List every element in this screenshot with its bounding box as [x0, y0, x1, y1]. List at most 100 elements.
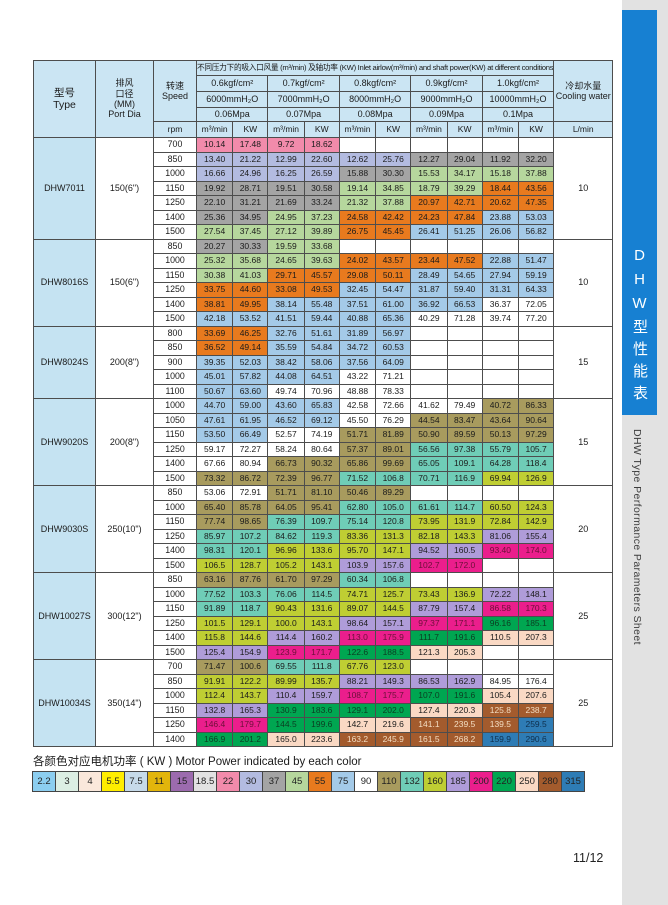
flow-value-cell: 13.40	[195, 151, 234, 167]
flow-value-cell: 50.13	[481, 427, 519, 443]
kw-value-cell: 49.53	[303, 282, 340, 298]
speed-cell: 1000	[153, 253, 197, 269]
flow-value-cell: 53.50	[195, 427, 234, 443]
flow-value-cell: 12.27	[410, 151, 448, 167]
flow-value-cell: 32.76	[267, 325, 305, 341]
flow-value-cell	[410, 383, 448, 399]
table-row: DHW10027S 300(12") 850 63.16 87.76 61.70 97.29…	[33, 572, 614, 660]
speed-cell: 1500	[153, 470, 197, 486]
kw-value-cell	[446, 485, 483, 501]
kw-value-cell: 131.6	[303, 601, 340, 617]
kw-value-cell: 51.61	[303, 325, 340, 341]
model-cell: DHW8024S	[33, 325, 96, 399]
speed-cell: 850	[153, 673, 197, 689]
legend-chip: 4	[78, 771, 102, 792]
port-cell: 350(14")	[95, 659, 154, 747]
flow-value-cell: 110.5	[481, 630, 519, 646]
kw-value-cell: 160.5	[446, 543, 483, 559]
kw-value-cell	[446, 137, 483, 153]
table-row: 1250 22.10 31.21 21.69 33.24 21.32 37.88 20.97 4…	[34, 195, 613, 211]
table-row: 1250 33.75 44.60 33.08 49.53 32.45 54.47 31.87 5…	[34, 282, 613, 298]
flow-value-cell: 73.32	[195, 470, 234, 486]
speed-cell: 1100	[153, 383, 197, 399]
kw-value-cell: 33.24	[303, 195, 340, 211]
kw-value-cell: 50.11	[375, 267, 412, 283]
speed-cell: 1150	[153, 427, 197, 443]
flow-value-cell: 20.97	[410, 195, 448, 211]
kw-value-cell: 49.95	[232, 296, 269, 312]
speed-cell: 1150	[153, 702, 197, 718]
flow-value-cell: 21.69	[267, 195, 305, 211]
flow-value-cell: 69.94	[481, 470, 519, 486]
kw-value-cell: 44.60	[232, 282, 269, 298]
flow-value-cell: 91.89	[195, 601, 234, 617]
kw-value-cell	[517, 659, 555, 675]
legend-chip: 55	[308, 771, 332, 792]
kw-value-cell: 118.4	[517, 456, 555, 472]
kw-value-cell: 80.94	[232, 456, 269, 472]
section-tab[interactable]: DHW型性能表	[622, 10, 657, 415]
kw-value-cell: 119.3	[303, 528, 340, 544]
flow-value-cell: 44.54	[410, 412, 448, 428]
speed-cell: 1250	[153, 528, 197, 544]
flow-value-cell: 65.40	[195, 499, 234, 515]
header-port-dia: 排风 口径 (MM) Port Dia	[95, 60, 154, 138]
legend-chip: 315	[561, 771, 585, 792]
flow-value-cell	[481, 644, 519, 660]
flow-value-cell: 50.67	[195, 383, 234, 399]
flow-value-cell	[410, 659, 448, 675]
flow-value-cell: 105.2	[267, 557, 305, 573]
kw-value-cell: 87.76	[232, 572, 269, 588]
flow-value-cell: 67.66	[195, 456, 234, 472]
flow-value-cell	[481, 383, 519, 399]
speed-cell: 1400	[153, 209, 197, 225]
flow-value-cell: 25.32	[195, 253, 234, 269]
kw-value-cell: 97.29	[517, 427, 555, 443]
flow-value-cell: 19.51	[267, 180, 305, 196]
kw-value-cell: 59.40	[446, 282, 483, 298]
flow-value-cell: 103.9	[338, 557, 377, 573]
flow-value-cell	[481, 369, 519, 385]
kw-value-cell: 103.3	[232, 586, 269, 602]
legend-chip: 132	[400, 771, 424, 792]
flow-value-cell: 16.25	[267, 166, 305, 182]
flow-value-cell: 89.99	[267, 673, 305, 689]
model-cell: DHW8016S	[33, 238, 96, 327]
header-pressure-mm: 8000mmH₂O	[338, 91, 412, 108]
kw-value-cell: 290.6	[517, 731, 555, 747]
flow-value-cell: 48.88	[338, 383, 377, 399]
flow-value-cell: 146.4	[195, 717, 234, 733]
table-row: 1500 73.32 86.72 72.39 96.77 71.52 106.8 70.71 1…	[34, 470, 613, 486]
kw-value-cell: 106.8	[375, 470, 412, 486]
kw-value-cell: 47.52	[446, 253, 483, 269]
flow-value-cell: 111.7	[410, 630, 448, 646]
flow-value-cell: 29.08	[338, 267, 377, 283]
legend-chip: 15	[170, 771, 194, 792]
legend-chip: 75	[331, 771, 355, 792]
flow-value-cell: 42.18	[195, 311, 234, 327]
kw-value-cell: 49.14	[232, 340, 269, 356]
flow-value-cell: 40.72	[481, 398, 519, 414]
flow-value-cell: 38.42	[267, 354, 305, 370]
flow-value-cell: 23.44	[410, 253, 448, 269]
kw-value-cell: 29.04	[446, 151, 483, 167]
flow-value-cell: 60.34	[338, 572, 377, 588]
kw-value-cell: 165.3	[232, 702, 269, 718]
kw-value-cell: 183.6	[303, 702, 340, 718]
kw-value-cell	[446, 383, 483, 399]
speed-cell: 850	[153, 572, 197, 588]
kw-value-cell: 111.8	[303, 659, 340, 675]
header-pressure-mpa: 0.08Mpa	[338, 107, 412, 122]
kw-value-cell: 78.33	[375, 383, 412, 399]
kw-value-cell: 143.3	[446, 528, 483, 544]
kw-value-cell: 42.42	[375, 209, 412, 225]
speed-cell: 1000	[153, 398, 197, 414]
flow-value-cell: 28.49	[410, 267, 448, 283]
kw-value-cell: 45.45	[375, 224, 412, 240]
kw-value-cell: 64.33	[517, 282, 555, 298]
flow-value-cell: 43.60	[267, 398, 305, 414]
flow-value-cell: 96.96	[267, 543, 305, 559]
flow-value-cell: 96.16	[481, 615, 519, 631]
flow-value-cell: 89.07	[338, 601, 377, 617]
flow-value-cell: 61.70	[267, 572, 305, 588]
